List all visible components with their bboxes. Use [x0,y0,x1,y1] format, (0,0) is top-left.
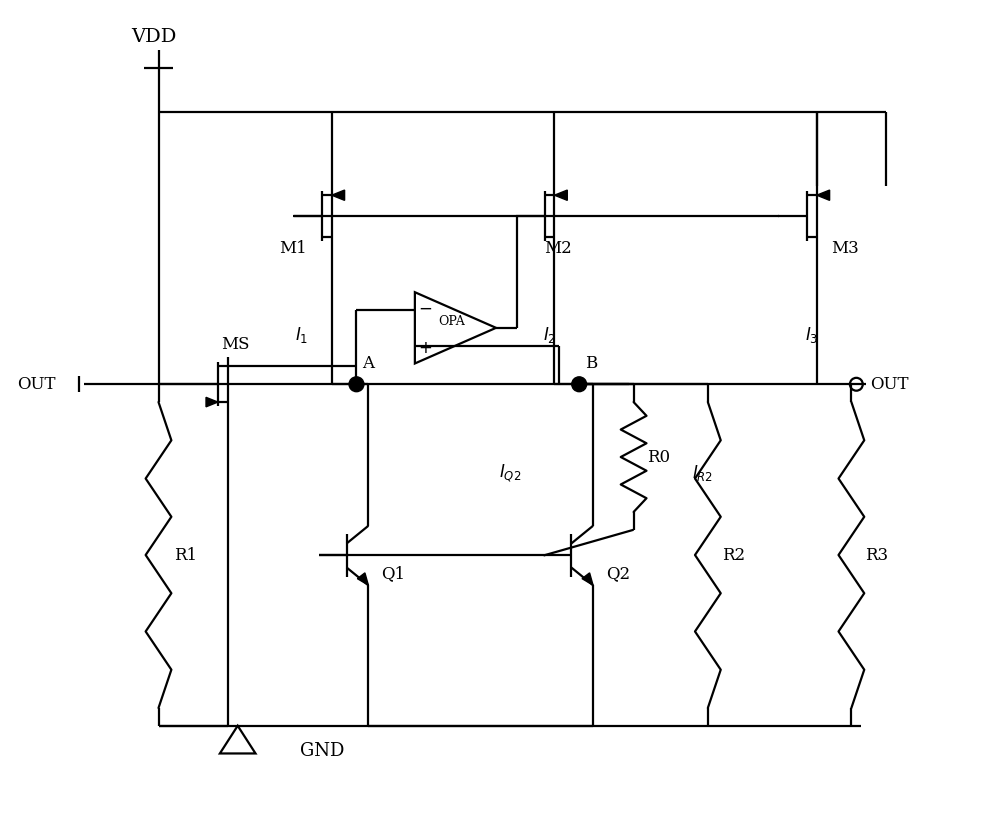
Text: M1: M1 [279,240,307,257]
Text: R2: R2 [722,546,745,563]
Text: M3: M3 [832,240,859,257]
Text: VDD: VDD [131,28,176,46]
Text: Q1: Q1 [381,565,405,581]
Text: GND: GND [300,742,344,760]
Text: $I_1$: $I_1$ [295,325,309,345]
Text: R0: R0 [647,449,671,465]
Text: B: B [585,355,597,373]
Polygon shape [357,572,368,586]
Text: $I_2$: $I_2$ [543,325,556,345]
Circle shape [349,377,364,391]
Circle shape [572,377,587,391]
Text: OUT: OUT [17,376,55,393]
Text: $-$: $-$ [418,299,432,317]
Text: R1: R1 [174,546,197,563]
Text: MS: MS [221,336,249,353]
Text: $I_{Q2}$: $I_{Q2}$ [499,463,521,484]
Text: OPA: OPA [438,315,465,328]
Polygon shape [332,190,345,201]
Text: $+$: $+$ [418,338,432,356]
Text: Q2: Q2 [606,565,630,581]
Text: $I_3$: $I_3$ [805,325,818,345]
Text: A: A [362,355,374,373]
Text: $I_{R2}$: $I_{R2}$ [692,464,714,483]
Text: R3: R3 [865,546,888,563]
Polygon shape [206,397,218,407]
Polygon shape [582,572,593,586]
Polygon shape [554,190,567,201]
Text: M2: M2 [545,240,572,257]
Text: OUT: OUT [870,376,909,393]
Polygon shape [817,190,830,201]
